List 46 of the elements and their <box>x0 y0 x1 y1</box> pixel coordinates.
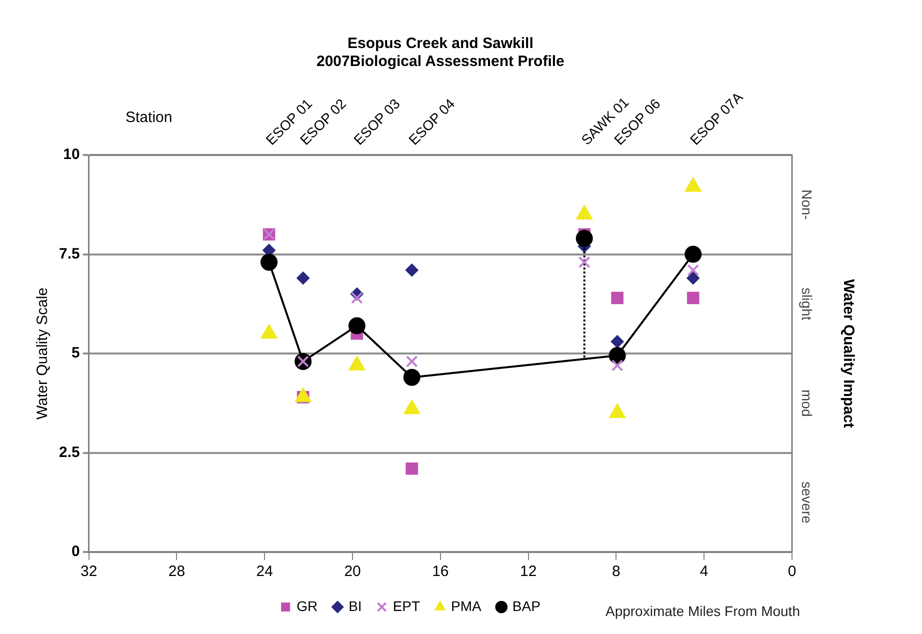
point <box>296 272 310 285</box>
point <box>611 359 624 372</box>
point <box>611 292 624 304</box>
x-tick-label: 20 <box>344 563 361 580</box>
text: severe <box>799 481 816 524</box>
point <box>686 292 700 304</box>
legend-label: GR <box>296 598 318 614</box>
point <box>578 256 590 268</box>
point <box>684 246 702 263</box>
point <box>608 346 626 364</box>
x-tick-label: 4 <box>700 563 708 580</box>
point <box>610 335 624 348</box>
legend-label: BAP <box>512 598 540 614</box>
y-tick-label: 0 <box>72 543 80 560</box>
point <box>406 355 418 368</box>
x-axis-title: Approximate Miles From Mouth <box>605 602 800 619</box>
point <box>687 264 700 276</box>
y2-axis-title: Water Quality Impact <box>840 279 857 428</box>
x-tick-label: 28 <box>168 563 186 580</box>
text: Station <box>126 109 172 126</box>
x-tick-label: 24 <box>256 563 273 580</box>
point <box>348 317 366 334</box>
point <box>406 462 418 475</box>
x-tick-label: 32 <box>80 563 98 580</box>
legend-label: PMA <box>451 598 482 614</box>
text: mod <box>799 390 816 417</box>
y-tick-label: 5 <box>72 344 80 362</box>
text: slight <box>799 288 816 320</box>
y-tick-label: 2.5 <box>58 444 80 461</box>
point <box>686 272 700 285</box>
x-tick-label: 8 <box>612 563 620 580</box>
legend-label: BI <box>348 598 362 614</box>
x-tick-label: 0 <box>788 563 796 580</box>
point <box>405 264 418 277</box>
point <box>350 292 363 304</box>
point <box>403 368 420 386</box>
y-axis-title: Water Quality Scale <box>34 288 52 420</box>
point <box>576 230 593 247</box>
legend-label: EPT <box>392 598 420 614</box>
point <box>260 254 278 271</box>
y-tick-label: 7.5 <box>58 245 80 262</box>
y-tick-label: 10 <box>63 146 80 164</box>
chart-title: Esopus Creek and Sawkill 2007Biological Assessment Profile <box>316 35 564 70</box>
x-tick-label: 16 <box>432 563 449 580</box>
x-tick-label: 12 <box>520 563 537 580</box>
text: Non- <box>799 189 816 220</box>
